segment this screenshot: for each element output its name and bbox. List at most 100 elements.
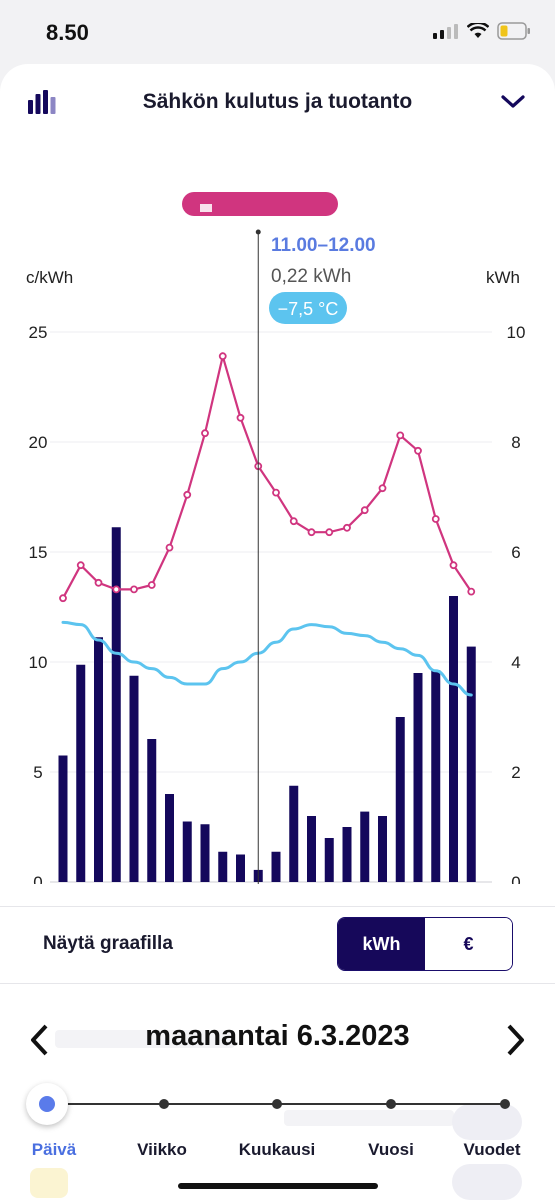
kwh-option[interactable]: kWh [338, 918, 425, 970]
y-right-tick-label: 4 [511, 653, 520, 672]
price-point-10[interactable] [236, 413, 245, 422]
period-label-day[interactable]: Päivä [31, 1140, 77, 1159]
wifi-icon [467, 23, 489, 38]
price-point-22[interactable] [449, 561, 458, 570]
price-point-21[interactable] [431, 515, 440, 523]
chevron-left-icon[interactable] [30, 1024, 50, 1056]
period-stop[interactable] [386, 1099, 396, 1109]
period-stop[interactable] [272, 1099, 282, 1109]
tooltip-value: 0,22 kWh [271, 266, 351, 287]
bar-kwh-20[interactable] [413, 673, 423, 882]
bar-kwh-18[interactable] [378, 816, 387, 882]
price-point-1[interactable] [76, 561, 85, 570]
bar-chart-icon [28, 90, 56, 114]
bar-kwh-6[interactable] [165, 794, 174, 882]
period-label-week[interactable]: Viikko [137, 1140, 187, 1159]
selected-date: maanantai 6.3.2023 [145, 1020, 410, 1052]
y-right-tick-label: 0 [511, 873, 520, 884]
price-point-13[interactable] [289, 517, 298, 526]
bar-kwh-2[interactable] [94, 637, 103, 882]
tooltip-temp: −7,5 °C [278, 299, 339, 319]
price-point-19[interactable] [396, 431, 405, 440]
faded-background-text [55, 1030, 235, 1048]
status-icons [433, 22, 531, 40]
faded-background-toggle [452, 1164, 522, 1200]
price-point-2[interactable] [94, 578, 103, 587]
selection-cursor-dot [255, 229, 261, 235]
tooltip-temp-badge [269, 292, 347, 324]
bar-kwh-9[interactable] [218, 851, 228, 882]
period-stop[interactable] [159, 1099, 169, 1109]
period-label-year[interactable]: Vuosi [368, 1140, 414, 1159]
bar-kwh-3[interactable] [111, 527, 121, 882]
faded-background-icon [30, 1168, 68, 1198]
y-left-tick-label: 15 [29, 543, 48, 562]
chevron-down-icon[interactable] [501, 94, 525, 110]
period-stop[interactable] [500, 1099, 510, 1109]
price-point-7[interactable] [183, 490, 192, 499]
y-right-tick-label: 2 [511, 763, 520, 782]
price-point-6[interactable] [165, 543, 174, 552]
status-time: 8.50 [46, 20, 89, 45]
price-point-3[interactable] [112, 585, 121, 594]
bar-kwh-8[interactable] [200, 824, 210, 882]
bar-kwh-17[interactable] [360, 811, 370, 882]
bar-kwh-16[interactable] [342, 827, 352, 882]
price-chip [182, 192, 338, 216]
bar-kwh-15[interactable] [324, 838, 334, 882]
y-right-tick-label: 6 [511, 543, 520, 562]
price-point-5[interactable] [147, 581, 156, 589]
display-toggle-row: Näytä graafilla kWh € [0, 906, 555, 984]
bar-kwh-4[interactable] [129, 675, 139, 882]
price-point-0[interactable] [59, 594, 67, 603]
period-label-years[interactable]: Vuodet [463, 1140, 521, 1159]
price-point-4[interactable] [130, 585, 138, 594]
bar-kwh-21[interactable] [431, 670, 441, 882]
price-point-9[interactable] [218, 352, 227, 361]
price-point-20[interactable] [414, 446, 422, 455]
bar-kwh-10[interactable] [236, 854, 245, 883]
faded-background-toggle [452, 1104, 522, 1140]
tooltip-time: 11.00–12.00 [271, 235, 376, 256]
period-slider[interactable]: Päivä Viikko Kuukausi Vuosi Vuodet [0, 1080, 555, 1170]
chevron-right-icon[interactable] [505, 1024, 525, 1056]
bar-kwh-23[interactable] [466, 646, 476, 882]
period-slider-handle[interactable] [26, 1083, 68, 1125]
y-right-tick-label: 8 [511, 433, 520, 452]
battery-icon [497, 22, 530, 40]
bar-kwh-22[interactable] [449, 596, 458, 882]
y-right-axis-label: kWh [486, 268, 520, 287]
y-left-tick-label: 0 [33, 873, 42, 884]
display-toggle-label: Näytä graafilla [43, 933, 173, 954]
price-point-15[interactable] [325, 528, 334, 537]
unit-segmented-control: kWh € [337, 917, 513, 971]
bottom-sheet: Sähkön kulutus ja tuotanto 0 5 10 15 20 25 0 2 4… [0, 64, 555, 1200]
price-point-16[interactable] [343, 523, 351, 532]
bar-kwh-1[interactable] [76, 664, 86, 882]
price-point-23[interactable] [467, 587, 476, 596]
sheet-header: Sähkön kulutus ja tuotanto [0, 64, 555, 144]
bar-kwh-12[interactable] [271, 851, 281, 882]
date-navigation: maanantai 6.3.2023 [0, 1008, 555, 1068]
bar-kwh-7[interactable] [182, 821, 192, 883]
bar-kwh-13[interactable] [289, 785, 299, 882]
bar-kwh-0[interactable] [58, 755, 68, 883]
price-point-8[interactable] [201, 429, 209, 438]
price-point-12[interactable] [272, 488, 280, 497]
sheet-title: Sähkön kulutus ja tuotanto [142, 90, 413, 113]
price-chip-icon [200, 204, 212, 212]
bar-kwh-14[interactable] [307, 816, 316, 882]
period-label-month[interactable]: Kuukausi [238, 1140, 316, 1159]
consumption-chart[interactable]: 05101520250246810c/kWhkWh024681214161820… [0, 144, 555, 884]
y-right-tick-label: 10 [507, 323, 526, 342]
price-line [62, 351, 473, 599]
eur-option[interactable]: € [425, 918, 512, 970]
price-point-17[interactable] [360, 506, 369, 515]
bar-kwh-19[interactable] [395, 717, 405, 882]
temperature-line [61, 620, 473, 697]
bar-kwh-5[interactable] [147, 739, 157, 882]
price-point-18[interactable] [378, 484, 387, 493]
signal-icon [433, 24, 458, 39]
price-point-14[interactable] [307, 528, 316, 537]
y-left-tick-label: 25 [29, 323, 48, 342]
